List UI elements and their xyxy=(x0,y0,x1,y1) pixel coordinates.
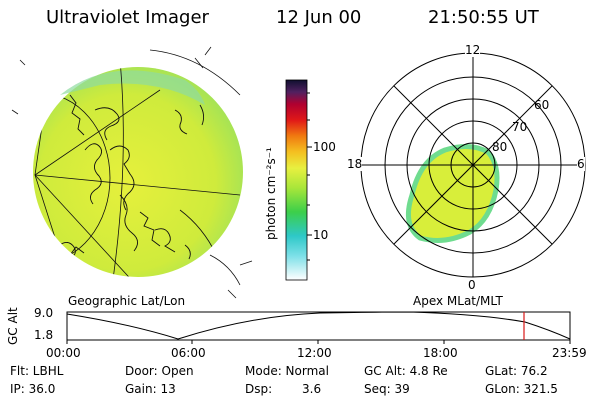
seq-info: Seq: 39 xyxy=(364,382,410,396)
mlt-label-12: 12 xyxy=(465,43,481,57)
glon-info: GLon: 321.5 xyxy=(485,382,558,396)
altitude-curve xyxy=(66,311,571,340)
dsp-label: Dsp: xyxy=(245,382,273,396)
time-label: 21:50:55 UT xyxy=(428,7,539,28)
altitude-ytick-high: 9.0 xyxy=(34,306,54,320)
mlt-label-6: 6 xyxy=(577,157,585,171)
app-title: Ultraviolet Imager xyxy=(46,7,209,28)
mlat-label-60: 60 xyxy=(534,98,550,112)
door-info: Door: Open xyxy=(125,364,194,378)
filter-info: Flt: LBHL xyxy=(10,364,64,378)
altitude-ytick-low: 1.8 xyxy=(34,328,54,342)
geographic-panel-label: Geographic Lat/Lon xyxy=(68,294,186,308)
coastlines xyxy=(59,94,205,260)
altitude-frame xyxy=(66,311,571,341)
glat-info: GLat: 76.2 xyxy=(485,364,548,378)
altitude-xtick-2: 12:00 xyxy=(297,346,332,360)
date-label: 12 Jun 00 xyxy=(276,7,362,28)
altitude-xtick-0: 00:00 xyxy=(46,346,81,360)
mlt-label-18: 18 xyxy=(347,157,363,171)
altitude-plot xyxy=(66,311,571,344)
colorbar-gradient xyxy=(285,79,308,281)
polar-plot xyxy=(360,52,586,278)
colorbar xyxy=(285,79,312,281)
altitude-xtick-4: 23:59 xyxy=(552,346,587,360)
auroral-oval xyxy=(405,144,500,243)
apex-panel-label: Apex MLat/MLT xyxy=(413,294,503,308)
mlat-label-70: 70 xyxy=(512,120,528,134)
altitude-xtick-3: 18:00 xyxy=(423,346,458,360)
colorbar-tick-10: 10 xyxy=(313,228,329,242)
gain-info: Gain: 13 xyxy=(125,382,176,396)
mlat-label-80: 80 xyxy=(492,140,508,154)
geographic-image xyxy=(11,46,253,299)
altitude-xtick-1: 06:00 xyxy=(171,346,206,360)
colorbar-tick-100: 100 xyxy=(313,140,336,154)
altitude-ylabel: GC Alt xyxy=(6,307,20,345)
aurora-edge xyxy=(60,70,205,105)
earth-disk xyxy=(33,67,243,277)
gc-alt-info: GC Alt: 4.8 Re xyxy=(364,364,448,378)
colorbar-unit-label: photon cm⁻²s⁻¹ xyxy=(264,147,278,240)
mlt-label-0: 0 xyxy=(468,278,476,292)
mode-info: Mode: Normal xyxy=(245,364,329,378)
ip-info: IP: 36.0 xyxy=(10,382,56,396)
dsp-value: 3.6 xyxy=(302,382,322,396)
